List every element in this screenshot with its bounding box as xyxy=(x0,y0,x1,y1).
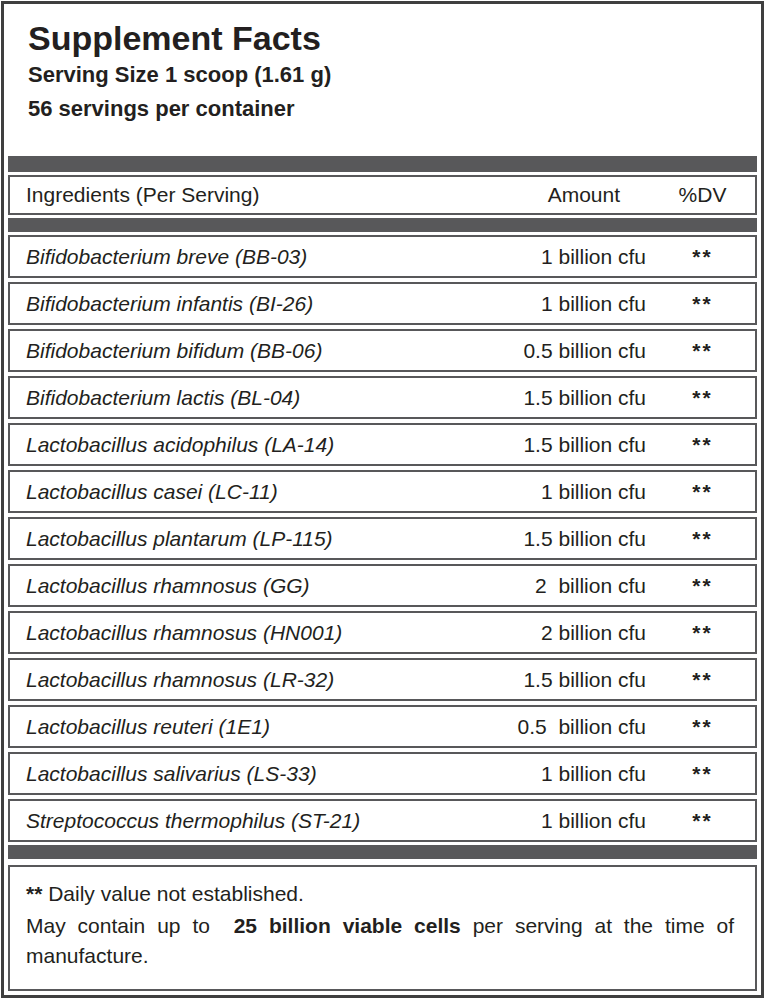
ingredient-amount: 1 billion cfu xyxy=(450,245,650,269)
ingredient-dv: ** xyxy=(650,574,755,598)
ingredient-amount: 1.5 billion cfu xyxy=(450,527,650,551)
may-contain-note: May contain up to 25 billion viable cell… xyxy=(26,911,734,971)
servings-per-container: 56 servings per container xyxy=(28,92,757,125)
ingredient-name: Lactobacillus rhamnosus (GG) xyxy=(10,574,450,598)
ingredient-amount: 1 billion cfu xyxy=(450,762,650,786)
ingredient-amount: 1.5 billion cfu xyxy=(450,668,650,692)
ingredient-name: Lactobacillus rhamnosus (HN001) xyxy=(10,621,450,645)
table-row: Lactobacillus rhamnosus (HN001) 2 billio… xyxy=(8,611,757,654)
ingredient-name: Streptococcus thermophilus (ST-21) xyxy=(10,809,450,833)
ingredient-amount: 0.5 billion cfu xyxy=(450,339,650,363)
may-contain-bold: 25 billion viable cells xyxy=(234,914,461,937)
column-header-amount: Amount xyxy=(450,183,650,207)
ingredient-rows: Bifidobacterium breve (BB-03) 1 billion … xyxy=(8,235,757,842)
supplement-facts-label: Supplement Facts Serving Size 1 scoop (1… xyxy=(1,1,764,998)
table-row: Lactobacillus reuteri (1E1) 0.5 billion … xyxy=(8,705,757,748)
ingredient-amount: 1 billion cfu xyxy=(450,292,650,316)
ingredient-dv: ** xyxy=(650,480,755,504)
ingredient-dv: ** xyxy=(650,668,755,692)
column-header-ingredients: Ingredients (Per Serving) xyxy=(10,183,450,207)
ingredient-name: Lactobacillus casei (LC-11) xyxy=(10,480,450,504)
ingredient-name: Bifidobacterium breve (BB-03) xyxy=(10,245,450,269)
ingredient-dv: ** xyxy=(650,527,755,551)
ingredient-dv: ** xyxy=(650,715,755,739)
label-header: Supplement Facts Serving Size 1 scoop (1… xyxy=(8,7,757,153)
dv-footnote-text: Daily value not established. xyxy=(42,882,304,905)
ingredient-amount: 2 billion cfu xyxy=(450,574,650,598)
label-title: Supplement Facts xyxy=(28,19,757,58)
ingredient-name: Bifidobacterium bifidum (BB-06) xyxy=(10,339,450,363)
table-row: Streptococcus thermophilus (ST-21) 1 bil… xyxy=(8,799,757,842)
ingredient-name: Lactobacillus reuteri (1E1) xyxy=(10,715,450,739)
ingredient-dv: ** xyxy=(650,433,755,457)
ingredient-name: Lactobacillus acidophilus (LA-14) xyxy=(10,433,450,457)
footnotes: ** Daily value not established. May cont… xyxy=(8,865,757,991)
ingredient-name: Lactobacillus salivarius (LS-33) xyxy=(10,762,450,786)
table-row: Lactobacillus rhamnosus (LR-32) 1.5 bill… xyxy=(8,658,757,701)
ingredient-dv: ** xyxy=(650,621,755,645)
separator-bar-bottom xyxy=(8,845,757,859)
table-row: Bifidobacterium lactis (BL-04) 1.5 billi… xyxy=(8,376,757,419)
separator-bar-top xyxy=(8,156,757,172)
dv-footnote-marker: ** xyxy=(26,882,42,905)
ingredient-name: Lactobacillus plantarum (LP-115) xyxy=(10,527,450,551)
ingredient-dv: ** xyxy=(650,245,755,269)
serving-size: Serving Size 1 scoop (1.61 g) xyxy=(28,58,757,91)
ingredient-amount: 1.5 billion cfu xyxy=(450,386,650,410)
table-row: Lactobacillus casei (LC-11) 1 billion cf… xyxy=(8,470,757,513)
table-row: Bifidobacterium bifidum (BB-06) 0.5 bill… xyxy=(8,329,757,372)
table-row: Lactobacillus salivarius (LS-33) 1 billi… xyxy=(8,752,757,795)
table-row: Lactobacillus acidophilus (LA-14) 1.5 bi… xyxy=(8,423,757,466)
column-header-dv: %DV xyxy=(650,183,755,207)
ingredient-dv: ** xyxy=(650,809,755,833)
ingredient-amount: 0.5 billion cfu xyxy=(450,715,650,739)
may-contain-prefix: May contain up to xyxy=(26,914,234,937)
separator-bar-header xyxy=(8,218,757,232)
table-row: Lactobacillus plantarum (LP-115) 1.5 bil… xyxy=(8,517,757,560)
ingredient-name: Bifidobacterium infantis (BI-26) xyxy=(10,292,450,316)
ingredient-amount: 1 billion cfu xyxy=(450,809,650,833)
table-row: Bifidobacterium infantis (BI-26) 1 billi… xyxy=(8,282,757,325)
ingredient-dv: ** xyxy=(650,292,755,316)
ingredient-dv: ** xyxy=(650,339,755,363)
ingredient-amount: 2 billion cfu xyxy=(450,621,650,645)
table-row: Lactobacillus rhamnosus (GG) 2 billion c… xyxy=(8,564,757,607)
ingredient-dv: ** xyxy=(650,386,755,410)
table-header-row: Ingredients (Per Serving) Amount %DV xyxy=(8,175,757,215)
dv-footnote: ** Daily value not established. xyxy=(26,879,737,909)
ingredient-dv: ** xyxy=(650,762,755,786)
ingredient-amount: 1.5 billion cfu xyxy=(450,433,650,457)
table-row: Bifidobacterium breve (BB-03) 1 billion … xyxy=(8,235,757,278)
ingredient-name: Bifidobacterium lactis (BL-04) xyxy=(10,386,450,410)
ingredient-name: Lactobacillus rhamnosus (LR-32) xyxy=(10,668,450,692)
ingredient-amount: 1 billion cfu xyxy=(450,480,650,504)
